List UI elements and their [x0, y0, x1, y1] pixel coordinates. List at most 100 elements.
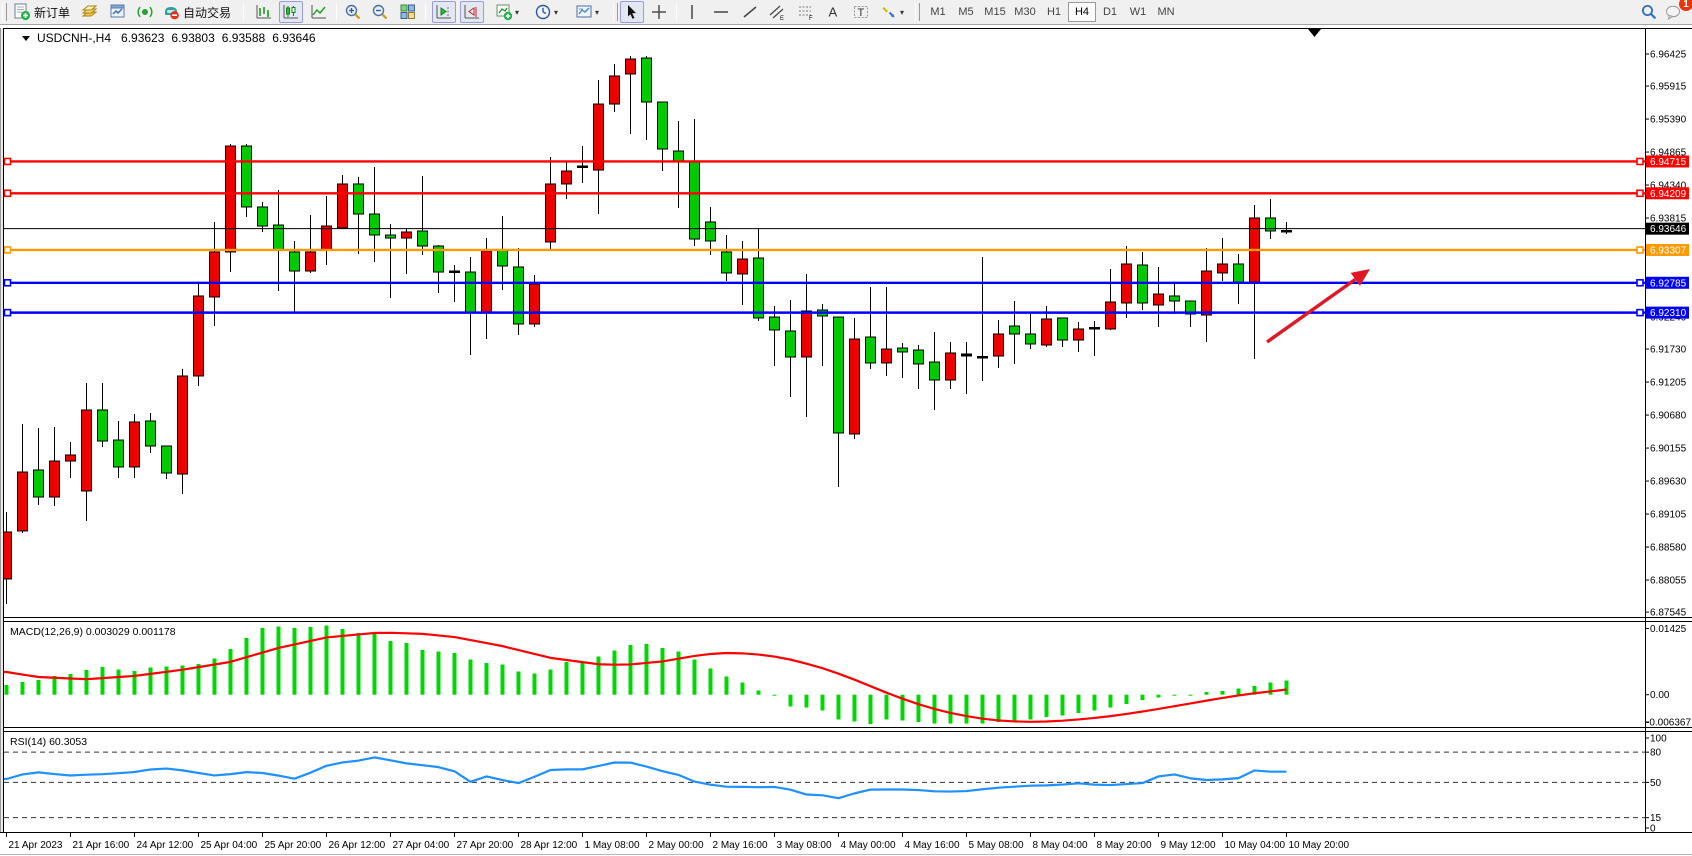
line-handle[interactable] [1636, 246, 1644, 254]
chart-shift-button[interactable] [432, 1, 456, 23]
equidistant-channel-button[interactable]: E [765, 1, 789, 23]
autotrading-button[interactable]: 自动交易 [159, 1, 234, 23]
add-indicator-button[interactable]: ▾ [492, 1, 522, 23]
trendline-button[interactable] [738, 1, 762, 23]
candlestick[interactable] [737, 240, 748, 306]
line-handle[interactable] [1636, 278, 1644, 287]
candlestick[interactable] [545, 157, 556, 251]
text-button[interactable]: A [821, 1, 845, 23]
candlestick[interactable] [1025, 314, 1036, 350]
candlestick[interactable] [961, 341, 972, 395]
candlestick[interactable] [49, 427, 60, 507]
candlestick[interactable] [1057, 317, 1068, 348]
signals-button[interactable] [133, 1, 157, 23]
cursor-button[interactable] [620, 1, 644, 23]
candlestick[interactable] [801, 273, 812, 418]
candlestick[interactable] [513, 248, 524, 336]
vertical-line-button[interactable] [680, 1, 704, 23]
line-chart-button[interactable] [307, 1, 331, 23]
timeframe-h4-button[interactable]: H4 [1068, 2, 1096, 22]
candlestick[interactable] [1089, 320, 1100, 356]
candlestick[interactable] [641, 56, 652, 140]
line-handle[interactable] [3, 246, 12, 254]
timeframe-h1-button[interactable]: H1 [1046, 6, 1062, 18]
candlestick[interactable] [1281, 221, 1292, 235]
candlestick[interactable] [257, 202, 268, 232]
candlestick[interactable] [1217, 238, 1228, 282]
candlestick[interactable] [929, 331, 940, 410]
candlestick-chart-canvas[interactable]: 6.96425 6.95915 6.95390 6.94865 6.94340 6.938… [0, 26, 1692, 856]
timeframe-m15-button[interactable]: M15 [984, 6, 1006, 18]
candlestick[interactable] [193, 282, 204, 386]
candlestick[interactable] [913, 344, 924, 389]
timeframe-m5-button[interactable]: M5 [958, 6, 974, 18]
candlestick[interactable] [145, 412, 156, 453]
bar-chart-button[interactable] [252, 1, 276, 23]
candlestick[interactable] [33, 428, 44, 506]
candlestick[interactable] [705, 206, 716, 255]
toolbar-grip[interactable] [2, 3, 7, 21]
candlestick[interactable] [1105, 269, 1116, 330]
candlestick[interactable] [1201, 248, 1212, 342]
market-watch-button[interactable] [106, 1, 130, 23]
candlestick[interactable] [1153, 266, 1164, 328]
candlestick[interactable] [337, 174, 348, 229]
candlestick[interactable] [769, 306, 780, 366]
candlestick[interactable] [865, 286, 876, 370]
line-handle[interactable] [3, 308, 12, 317]
timeframe-w1-button[interactable]: W1 [1129, 6, 1147, 18]
timeframe-m1-button[interactable]: M1 [930, 6, 946, 18]
candlestick[interactable] [417, 175, 428, 255]
arrows-button[interactable]: ▾ [877, 1, 907, 23]
notifications-button[interactable]: 1 [1661, 0, 1692, 23]
candlestick[interactable] [241, 144, 252, 217]
candlestick[interactable] [385, 224, 396, 298]
chart-profiles-button[interactable] [78, 1, 102, 23]
candlestick[interactable] [1169, 282, 1180, 315]
candlestick[interactable] [785, 299, 796, 397]
candlestick[interactable] [177, 369, 188, 495]
trend-arrow-line[interactable] [1266, 278, 1357, 344]
search-button[interactable] [1637, 1, 1661, 23]
zoom-in-button[interactable] [341, 1, 365, 23]
candlestick[interactable] [721, 235, 732, 282]
candlestick[interactable] [849, 317, 860, 440]
tile-windows-button[interactable] [396, 1, 420, 23]
candlestick[interactable] [1185, 300, 1196, 328]
trend-arrow-head[interactable] [1350, 269, 1370, 286]
chart-window[interactable]: 6.96425 6.95915 6.95390 6.94865 6.94340 6.938… [0, 26, 1692, 856]
line-handle[interactable] [1636, 189, 1644, 198]
collapse-triangle-icon[interactable] [22, 35, 30, 41]
candlestick[interactable] [65, 441, 76, 478]
text-label-button[interactable]: T [849, 1, 873, 23]
candlestick[interactable] [977, 257, 988, 382]
candlestick[interactable] [577, 146, 588, 184]
candlestick[interactable] [593, 80, 604, 215]
candlestick[interactable] [353, 176, 364, 254]
candlestick-chart-button[interactable] [279, 1, 303, 23]
candlestick[interactable] [17, 423, 28, 533]
candlestick[interactable] [1137, 251, 1148, 310]
toolbar-grip[interactable] [613, 3, 618, 21]
candlestick[interactable] [609, 63, 620, 113]
candlestick[interactable] [833, 316, 844, 487]
periods-button[interactable]: ▾ [531, 1, 561, 23]
candlestick[interactable] [945, 341, 956, 389]
candlestick[interactable] [993, 319, 1004, 368]
candlestick[interactable] [209, 221, 220, 327]
candlestick[interactable] [97, 383, 108, 448]
line-handle[interactable] [3, 189, 12, 198]
candlestick[interactable] [1073, 321, 1084, 352]
timeframe-d1-button[interactable]: D1 [1102, 6, 1118, 18]
candlestick[interactable] [113, 420, 124, 478]
candlestick[interactable] [81, 383, 92, 521]
crosshair-button[interactable] [647, 1, 671, 23]
timeframe-m30-button[interactable]: M30 [1014, 6, 1036, 18]
candlestick[interactable] [161, 445, 172, 479]
candlestick[interactable] [897, 342, 908, 378]
line-handle[interactable] [3, 278, 12, 287]
line-handle[interactable] [1636, 157, 1644, 166]
candlestick[interactable] [289, 240, 300, 314]
candlestick[interactable] [129, 414, 140, 478]
zoom-out-button[interactable] [368, 1, 392, 23]
